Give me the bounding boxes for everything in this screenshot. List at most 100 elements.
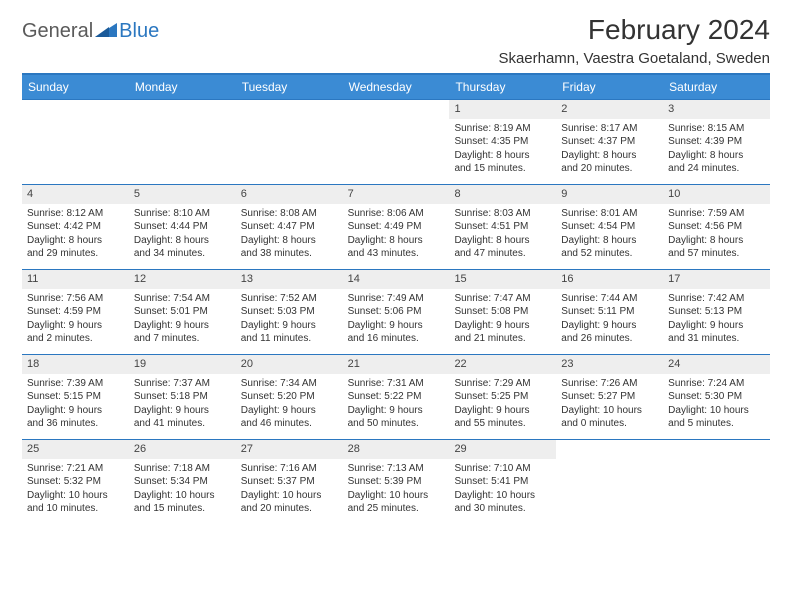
day-info-line: Sunrise: 7:21 AM [27, 462, 124, 476]
logo: General Blue [22, 20, 159, 43]
day-info-line: and 2 minutes. [27, 332, 124, 346]
day-info-line: and 43 minutes. [348, 247, 445, 261]
day-info-line: Daylight: 9 hours [27, 404, 124, 418]
day-number: 3 [663, 100, 770, 119]
day-content: Sunrise: 8:17 AMSunset: 4:37 PMDaylight:… [556, 119, 663, 181]
day-content: Sunrise: 7:24 AMSunset: 5:30 PMDaylight:… [663, 374, 770, 436]
day-info-line: Daylight: 10 hours [134, 489, 231, 503]
day-cell: 23Sunrise: 7:26 AMSunset: 5:27 PMDayligh… [556, 355, 663, 439]
day-info-line: Sunrise: 7:16 AM [241, 462, 338, 476]
day-info-line: Sunrise: 8:06 AM [348, 207, 445, 221]
day-info-line: Sunrise: 7:59 AM [668, 207, 765, 221]
day-info-line: Sunrise: 7:29 AM [454, 377, 551, 391]
day-cell: . [663, 440, 770, 524]
day-info-line: Daylight: 9 hours [134, 319, 231, 333]
day-info-line: Sunrise: 7:56 AM [27, 292, 124, 306]
day-info-line: Sunrise: 7:37 AM [134, 377, 231, 391]
day-cell: 19Sunrise: 7:37 AMSunset: 5:18 PMDayligh… [129, 355, 236, 439]
day-cell: 14Sunrise: 7:49 AMSunset: 5:06 PMDayligh… [343, 270, 450, 354]
day-info-line: Sunrise: 8:15 AM [668, 122, 765, 136]
day-info-line: Daylight: 8 hours [454, 149, 551, 163]
day-content: Sunrise: 7:21 AMSunset: 5:32 PMDaylight:… [22, 459, 129, 521]
day-info-line: Daylight: 10 hours [241, 489, 338, 503]
day-number: 26 [129, 440, 236, 459]
day-number: 15 [449, 270, 556, 289]
day-content: Sunrise: 7:29 AMSunset: 5:25 PMDaylight:… [449, 374, 556, 436]
day-info-line: Sunrise: 8:03 AM [454, 207, 551, 221]
day-info-line: and 52 minutes. [561, 247, 658, 261]
day-content: Sunrise: 7:47 AMSunset: 5:08 PMDaylight:… [449, 289, 556, 351]
day-cell: 1Sunrise: 8:19 AMSunset: 4:35 PMDaylight… [449, 100, 556, 184]
day-header: Friday [556, 75, 663, 99]
week-row: 25Sunrise: 7:21 AMSunset: 5:32 PMDayligh… [22, 439, 770, 524]
day-cell: 13Sunrise: 7:52 AMSunset: 5:03 PMDayligh… [236, 270, 343, 354]
day-content: Sunrise: 8:12 AMSunset: 4:42 PMDaylight:… [22, 204, 129, 266]
day-info-line: and 15 minutes. [454, 162, 551, 176]
day-cell: 26Sunrise: 7:18 AMSunset: 5:34 PMDayligh… [129, 440, 236, 524]
day-content: Sunrise: 7:31 AMSunset: 5:22 PMDaylight:… [343, 374, 450, 436]
calendar: SundayMondayTuesdayWednesdayThursdayFrid… [22, 73, 770, 524]
day-info-line: Sunset: 4:44 PM [134, 220, 231, 234]
day-content: Sunrise: 8:08 AMSunset: 4:47 PMDaylight:… [236, 204, 343, 266]
day-info-line: Sunrise: 7:18 AM [134, 462, 231, 476]
day-info-line: and 7 minutes. [134, 332, 231, 346]
day-info-line: Sunset: 5:01 PM [134, 305, 231, 319]
day-info-line: Sunrise: 7:47 AM [454, 292, 551, 306]
day-content: Sunrise: 8:15 AMSunset: 4:39 PMDaylight:… [663, 119, 770, 181]
day-header: Thursday [449, 75, 556, 99]
day-content: Sunrise: 7:10 AMSunset: 5:41 PMDaylight:… [449, 459, 556, 521]
day-content: Sunrise: 7:16 AMSunset: 5:37 PMDaylight:… [236, 459, 343, 521]
day-number: 2 [556, 100, 663, 119]
day-info-line: Sunrise: 7:10 AM [454, 462, 551, 476]
day-info-line: Daylight: 8 hours [561, 234, 658, 248]
day-info-line: Sunrise: 8:08 AM [241, 207, 338, 221]
week-row: ....1Sunrise: 8:19 AMSunset: 4:35 PMDayl… [22, 99, 770, 184]
day-cell: 5Sunrise: 8:10 AMSunset: 4:44 PMDaylight… [129, 185, 236, 269]
day-info-line: Sunrise: 7:24 AM [668, 377, 765, 391]
day-number: 8 [449, 185, 556, 204]
day-info-line: Daylight: 8 hours [454, 234, 551, 248]
day-cell: 25Sunrise: 7:21 AMSunset: 5:32 PMDayligh… [22, 440, 129, 524]
day-content: Sunrise: 7:44 AMSunset: 5:11 PMDaylight:… [556, 289, 663, 351]
day-content: Sunrise: 8:19 AMSunset: 4:35 PMDaylight:… [449, 119, 556, 181]
day-number: 25 [22, 440, 129, 459]
day-info-line: and 31 minutes. [668, 332, 765, 346]
day-header: Wednesday [343, 75, 450, 99]
day-content: Sunrise: 7:37 AMSunset: 5:18 PMDaylight:… [129, 374, 236, 436]
day-info-line: Daylight: 8 hours [134, 234, 231, 248]
day-info-line: Sunset: 4:59 PM [27, 305, 124, 319]
day-number: 22 [449, 355, 556, 374]
day-number: 11 [22, 270, 129, 289]
day-info-line: Sunrise: 8:17 AM [561, 122, 658, 136]
day-info-line: Sunset: 4:35 PM [454, 135, 551, 149]
day-number: 16 [556, 270, 663, 289]
day-info-line: Daylight: 9 hours [454, 404, 551, 418]
day-info-line: Sunset: 4:49 PM [348, 220, 445, 234]
day-info-line: Sunset: 4:51 PM [454, 220, 551, 234]
day-number: 6 [236, 185, 343, 204]
day-info-line: and 34 minutes. [134, 247, 231, 261]
day-content: Sunrise: 7:52 AMSunset: 5:03 PMDaylight:… [236, 289, 343, 351]
day-number: 20 [236, 355, 343, 374]
day-info-line: Sunset: 5:15 PM [27, 390, 124, 404]
day-info-line: Sunset: 5:03 PM [241, 305, 338, 319]
day-info-line: Daylight: 9 hours [241, 319, 338, 333]
day-info-line: Sunset: 5:41 PM [454, 475, 551, 489]
day-info-line: Sunrise: 8:01 AM [561, 207, 658, 221]
day-cell: 6Sunrise: 8:08 AMSunset: 4:47 PMDaylight… [236, 185, 343, 269]
day-info-line: Sunset: 5:30 PM [668, 390, 765, 404]
day-cell: 15Sunrise: 7:47 AMSunset: 5:08 PMDayligh… [449, 270, 556, 354]
day-content: Sunrise: 7:56 AMSunset: 4:59 PMDaylight:… [22, 289, 129, 351]
day-info-line: Sunset: 5:13 PM [668, 305, 765, 319]
day-info-line: Daylight: 8 hours [668, 149, 765, 163]
title-block: February 2024 Skaerhamn, Vaestra Goetala… [498, 14, 770, 67]
day-info-line: Daylight: 9 hours [454, 319, 551, 333]
day-cell: 27Sunrise: 7:16 AMSunset: 5:37 PMDayligh… [236, 440, 343, 524]
day-number: 17 [663, 270, 770, 289]
week-row: 18Sunrise: 7:39 AMSunset: 5:15 PMDayligh… [22, 354, 770, 439]
day-content: Sunrise: 7:42 AMSunset: 5:13 PMDaylight:… [663, 289, 770, 351]
day-cell: 10Sunrise: 7:59 AMSunset: 4:56 PMDayligh… [663, 185, 770, 269]
day-info-line: and 36 minutes. [27, 417, 124, 431]
day-info-line: and 29 minutes. [27, 247, 124, 261]
day-number: 21 [343, 355, 450, 374]
